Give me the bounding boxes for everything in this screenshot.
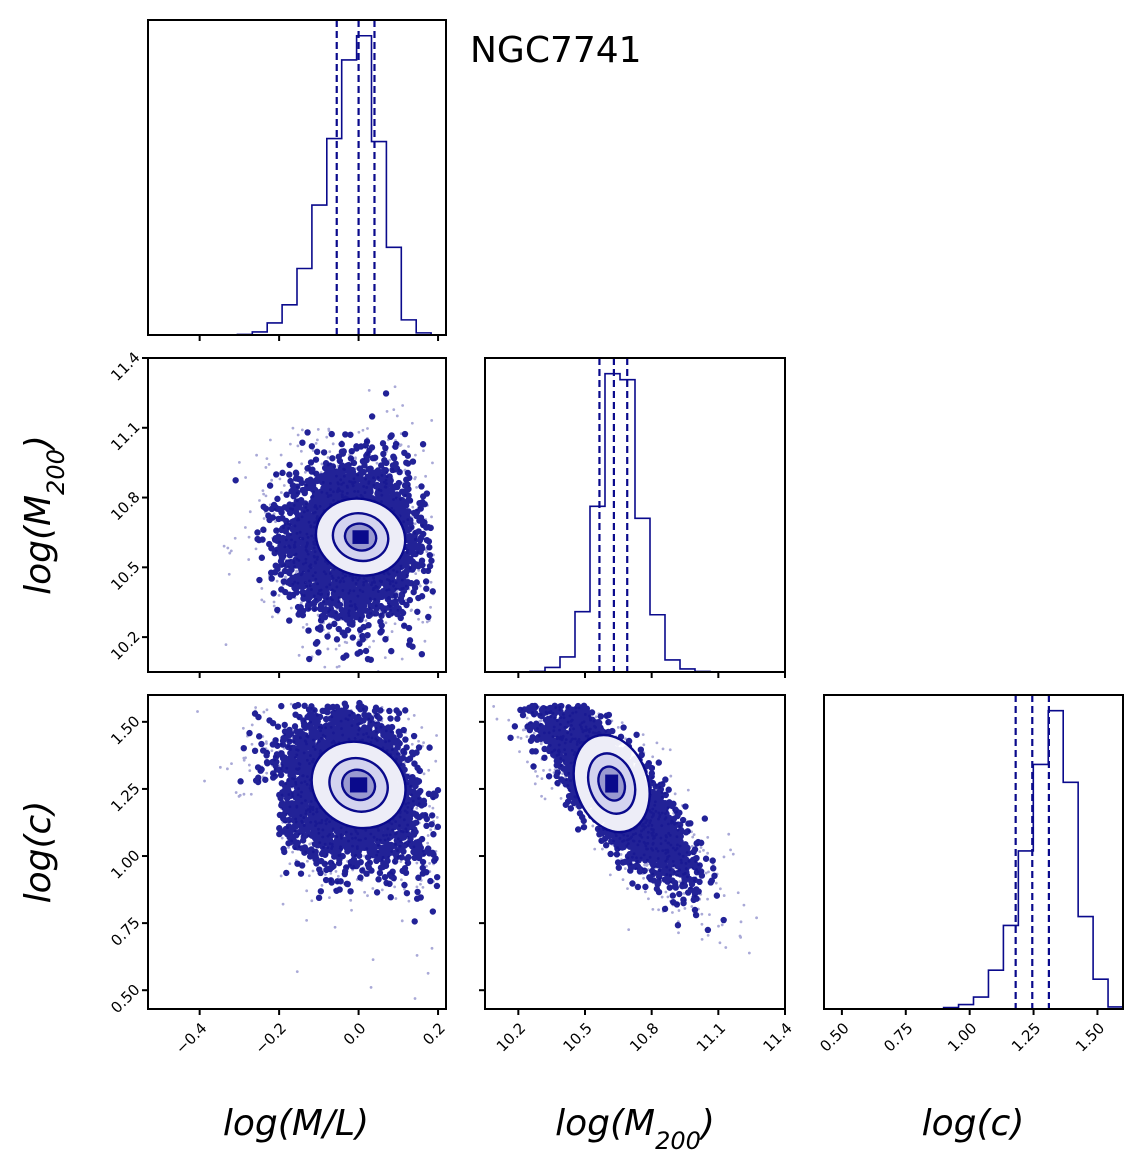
x-axis-label-logM200-subscript: 200 — [655, 1127, 701, 1155]
y-axis-label-logM200-main: log(M — [18, 495, 59, 595]
scatter-panel-logM200-logc — [484, 694, 786, 1010]
y-axis-logc-col0: 0.50 0.75 1.00 1.25 1.50 — [107, 712, 148, 1017]
x-tick-label-logc: 1.25 — [1008, 1019, 1044, 1055]
x-tick-label-logc: 0.75 — [880, 1019, 916, 1055]
x-axis-logML-row2: −0.4 −0.2 0.0 0.2 — [172, 1009, 449, 1058]
x-tick-label-logML: −0.4 — [172, 1019, 210, 1057]
scatter-panel-logML-logc — [147, 694, 447, 1010]
x-axis-logML-row0 — [198, 335, 440, 341]
y-axis-logM200-col0: 10.2 10.5 10.8 11.1 11.4 — [107, 348, 148, 664]
y-tick-label-logM200: 11.1 — [107, 418, 143, 454]
x-axis-label-logM200: log(M200) — [555, 1103, 715, 1155]
y-tick-label-logM200: 11.4 — [107, 348, 143, 384]
y-tick-label-logM200: 10.5 — [107, 558, 143, 594]
histogram-steps-logML — [148, 34, 446, 336]
x-tick-label-logML: 0.2 — [419, 1019, 449, 1049]
x-axis-logM200-row1 — [517, 672, 786, 678]
x-axis-label-logM200-end: ) — [698, 1103, 715, 1144]
x-tick-label-logM200: 10.8 — [626, 1019, 662, 1055]
x-axis-label-logML: log(M/L) — [223, 1103, 369, 1144]
x-axis-logM200-row2: 10.2 10.5 10.8 11.1 11.4 — [493, 1009, 796, 1055]
panel-frame-scatter-0 — [147, 357, 447, 673]
chart-title: NGC7741 — [470, 30, 642, 71]
corner-plot-panels: −0.4 −0.2 0.0 0.2 10.2 10.5 10.8 11.1 11.4 0.50 0.… — [18, 19, 1124, 1155]
y-tick-label-logc: 0.75 — [107, 913, 143, 949]
scatter-points-logM200-logc — [492, 702, 758, 955]
y-tick-label-logc: 0.50 — [107, 981, 143, 1017]
x-tick-label-logM200: 11.4 — [759, 1019, 795, 1055]
y-tick-label-logc: 1.25 — [107, 779, 143, 815]
y-axis-label-logM200: log(M200) — [18, 435, 70, 595]
panel-frame-scatter-1 — [147, 694, 447, 1010]
scatter-outliers-1 — [196, 702, 439, 1000]
y-tick-label-logc: 1.50 — [107, 712, 143, 748]
panel-frame-logML — [147, 19, 447, 336]
panel-frame-logc — [823, 694, 1124, 1010]
histogram-panel-logML — [147, 19, 447, 336]
x-axis-label-logM200-main: log(M — [555, 1103, 655, 1144]
scatter-points-logML-logc — [196, 699, 442, 1000]
y-tick-label-logM200: 10.2 — [107, 627, 143, 663]
scatter-points-logML-logM200 — [222, 385, 436, 672]
density-peak-2 — [605, 774, 619, 793]
histogram-steps-logc — [824, 709, 1124, 1010]
x-tick-label-logc: 0.50 — [816, 1019, 852, 1055]
density-peak-1 — [349, 777, 368, 793]
histogram-panel-logM200 — [484, 357, 786, 673]
y-axis-logc-col1 — [479, 720, 485, 992]
panel-frame-logM200 — [484, 357, 786, 673]
panel-frame-scatter-2 — [484, 694, 786, 1010]
x-axis-logc-row2: 0.50 0.75 1.00 1.25 1.50 — [816, 1009, 1108, 1055]
y-tick-label-logc: 1.00 — [107, 846, 143, 882]
histogram-steps-logM200 — [485, 372, 785, 673]
y-axis-label-logc: log(c) — [18, 801, 59, 904]
y-tick-label-logM200: 10.8 — [107, 488, 143, 524]
x-tick-label-logM200: 10.5 — [559, 1019, 595, 1055]
x-tick-label-logM200: 11.1 — [693, 1019, 729, 1055]
scatter-panel-logML-logM200 — [147, 357, 447, 673]
density-peak-0 — [352, 530, 369, 544]
x-tick-label-logM200: 10.2 — [493, 1019, 529, 1055]
histogram-panel-logc — [823, 694, 1124, 1010]
y-axis-label-logM200-end: ) — [18, 435, 59, 452]
y-axis-label-logM200-subscript: 200 — [42, 449, 70, 495]
x-axis-logML-row1 — [198, 672, 440, 678]
x-tick-label-logML: 0.0 — [340, 1019, 370, 1049]
x-tick-label-logML: −0.2 — [251, 1019, 289, 1057]
x-axis-label-logc: log(c) — [922, 1103, 1025, 1144]
x-tick-label-logc: 1.50 — [1072, 1019, 1108, 1055]
x-tick-label-logc: 1.00 — [944, 1019, 980, 1055]
